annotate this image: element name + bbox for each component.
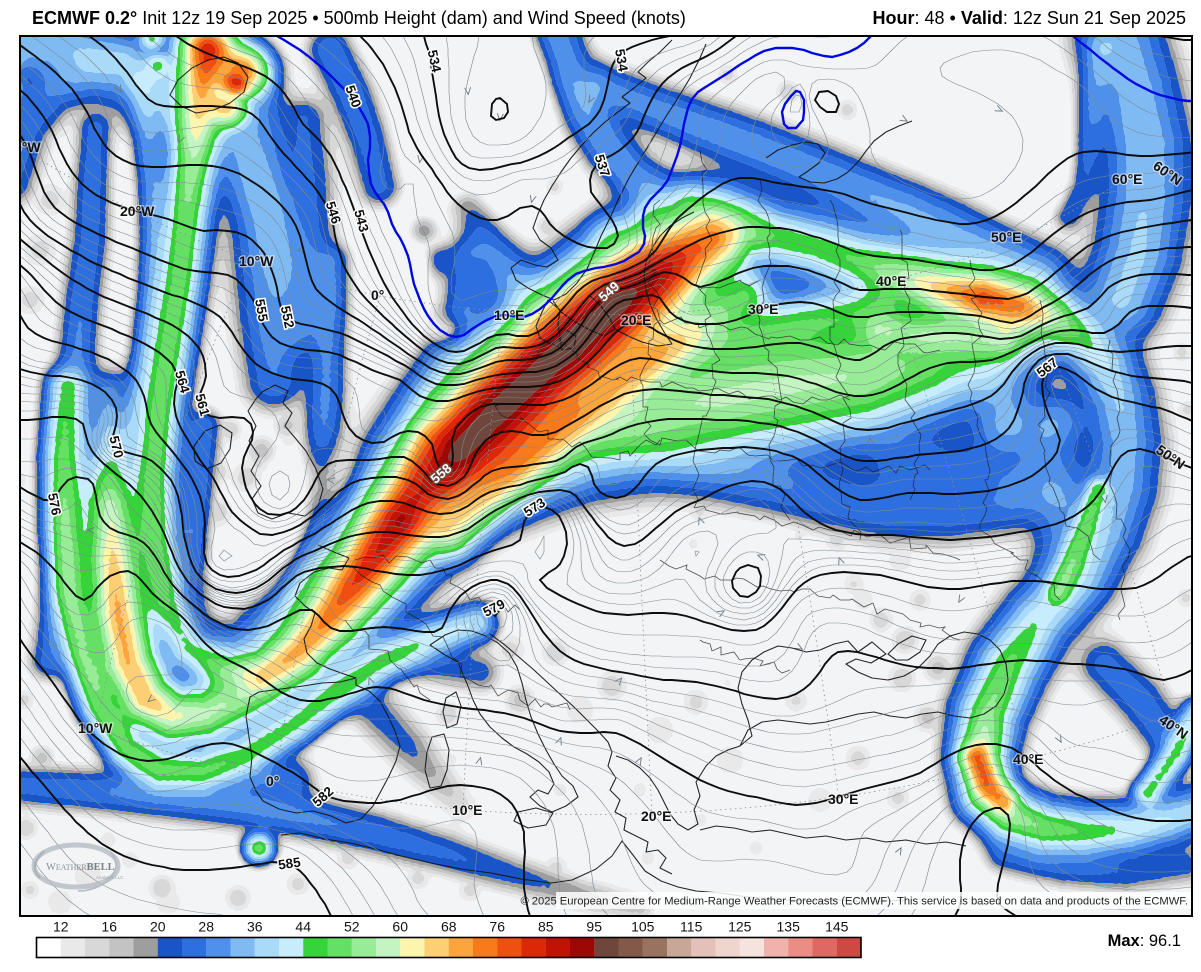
svg-text:76: 76 xyxy=(489,919,505,935)
svg-text:20°W: 20°W xyxy=(120,203,155,219)
svg-text:20°E: 20°E xyxy=(641,808,672,824)
svg-text:0°W: 0°W xyxy=(14,139,41,155)
svg-text:40°E: 40°E xyxy=(876,273,907,289)
svg-text:28: 28 xyxy=(198,919,214,935)
svg-text:115: 115 xyxy=(680,919,703,935)
svg-text:570: 570 xyxy=(106,434,126,459)
svg-text:20°E: 20°E xyxy=(621,312,652,328)
svg-text:20: 20 xyxy=(150,919,166,935)
svg-text:555: 555 xyxy=(252,298,271,323)
svg-text:40°E: 40°E xyxy=(1013,751,1044,767)
svg-text:10°W: 10°W xyxy=(78,720,113,736)
svg-text:95: 95 xyxy=(586,919,602,935)
svg-text:135: 135 xyxy=(777,919,801,935)
svg-text:85: 85 xyxy=(538,919,554,935)
svg-text:68: 68 xyxy=(441,919,457,935)
svg-text:Max: 96.1: Max: 96.1 xyxy=(1108,932,1181,950)
svg-text:36: 36 xyxy=(247,919,263,935)
svg-text:576: 576 xyxy=(45,492,64,517)
svg-text:16: 16 xyxy=(101,919,117,935)
svg-text:12: 12 xyxy=(53,919,69,935)
svg-text:© 2025 European Centre for Med: © 2025 European Centre for Medium-Range … xyxy=(520,896,1188,908)
svg-text:52: 52 xyxy=(344,919,360,935)
svg-text:WEATHERBELL: WEATHERBELL xyxy=(46,862,115,873)
svg-text:50°E: 50°E xyxy=(991,229,1022,245)
svg-text:552: 552 xyxy=(278,304,297,329)
svg-text:0°: 0° xyxy=(371,287,384,303)
svg-text:30°E: 30°E xyxy=(828,791,859,807)
svg-text:44: 44 xyxy=(295,919,311,935)
svg-text:145: 145 xyxy=(825,919,849,935)
svg-text:10°E: 10°E xyxy=(452,802,483,818)
svg-text:0°: 0° xyxy=(266,773,279,789)
svg-text:585: 585 xyxy=(277,854,302,872)
svg-text:Hour: 48 • Valid: 12z Sun 21 S: Hour: 48 • Valid: 12z Sun 21 Sep 2025 xyxy=(872,8,1186,28)
svg-text:561: 561 xyxy=(192,392,212,418)
svg-text:ECMWF 0.2° Init 12z 19 Sep 202: ECMWF 0.2° Init 12z 19 Sep 2025 • 500mb … xyxy=(32,8,686,28)
svg-text:60: 60 xyxy=(392,919,408,935)
svg-text:30°E: 30°E xyxy=(748,301,779,317)
svg-text:105: 105 xyxy=(631,919,655,935)
svg-text:10°W: 10°W xyxy=(239,253,274,269)
svg-text:10°E: 10°E xyxy=(494,307,525,323)
svg-text:534: 534 xyxy=(612,48,631,73)
svg-text:Analytics LLC: Analytics LLC xyxy=(96,875,124,880)
svg-text:125: 125 xyxy=(728,919,752,935)
svg-text:534: 534 xyxy=(425,48,444,74)
svg-text:60°E: 60°E xyxy=(1112,171,1143,187)
